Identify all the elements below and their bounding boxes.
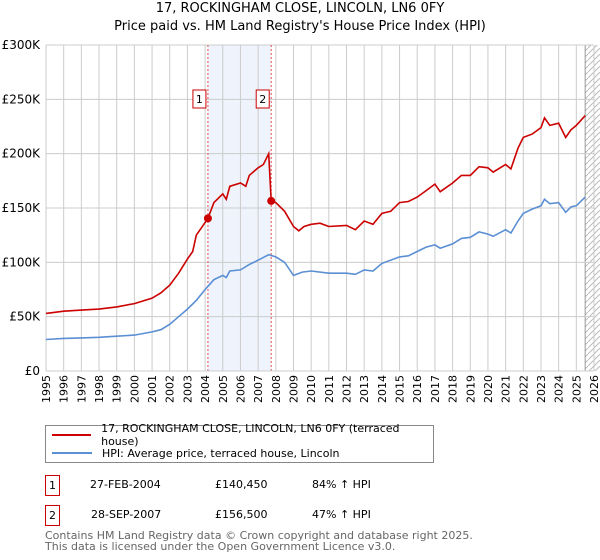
y-tick-label: £200K bbox=[2, 147, 42, 161]
x-tick-label: 2014 bbox=[376, 375, 389, 403]
property-price-line bbox=[45, 115, 586, 315]
x-tick-label: 1997 bbox=[75, 375, 88, 403]
x-tick-label: 2007 bbox=[252, 375, 265, 403]
x-tick-label: 2004 bbox=[199, 375, 212, 403]
transaction-hpi: 84% ↑ HPI bbox=[312, 478, 371, 491]
x-tick-label: 2005 bbox=[217, 375, 230, 403]
sale-point bbox=[267, 196, 276, 205]
x-tick-label: 1995 bbox=[40, 375, 53, 403]
y-tick-label: £150K bbox=[2, 201, 42, 215]
x-tick-label: 2012 bbox=[341, 375, 354, 403]
x-tick-label: 1999 bbox=[111, 375, 124, 403]
x-tick-label: 2008 bbox=[270, 375, 283, 403]
transaction-date: 28-SEP-2007 bbox=[91, 508, 162, 521]
legend-label: 17, ROCKINGHAM CLOSE, LINCOLN, LN6 0FY (… bbox=[101, 422, 400, 448]
hpi-line bbox=[45, 196, 586, 341]
marker-label: 2 bbox=[259, 93, 266, 106]
transaction-number: 1 bbox=[45, 475, 60, 496]
x-tick-label: 2024 bbox=[553, 375, 566, 403]
transaction-row: 2 28-SEP-2007 £156,500 47% ↑ HPI bbox=[45, 505, 465, 527]
transaction-hpi: 47% ↑ HPI bbox=[312, 508, 371, 521]
x-tick-label: 2022 bbox=[517, 375, 530, 403]
x-tick-label: 2021 bbox=[500, 375, 513, 403]
x-tick-label: 2002 bbox=[164, 375, 177, 403]
y-tick-label: £300K bbox=[2, 38, 42, 52]
x-tick-label: 2020 bbox=[482, 375, 495, 403]
x-tick-label: 2016 bbox=[411, 375, 424, 403]
sale-point bbox=[203, 214, 212, 223]
x-tick-label: 2001 bbox=[146, 375, 159, 403]
x-tick-label: 2023 bbox=[535, 375, 548, 403]
x-tick-label: 1998 bbox=[93, 375, 106, 403]
legend-item-property: 17, ROCKINGHAM CLOSE, LINCOLN, LN6 0FY (… bbox=[52, 422, 433, 448]
marker-label-box bbox=[192, 89, 207, 109]
legend: 17, ROCKINGHAM CLOSE, LINCOLN, LN6 0FY (… bbox=[45, 422, 434, 463]
x-tick-label: 2006 bbox=[234, 375, 247, 403]
y-tick-label: £100K bbox=[2, 255, 42, 269]
x-tick-label: 2013 bbox=[358, 375, 371, 403]
footer: Contains HM Land Registry data © Crown c… bbox=[45, 530, 473, 552]
transaction-row: 1 27-FEB-2004 £140,450 84% ↑ HPI bbox=[45, 475, 465, 497]
x-tick-label: 1996 bbox=[58, 375, 71, 403]
x-tick-label: 2015 bbox=[394, 375, 407, 403]
marker-label-box bbox=[255, 89, 270, 109]
x-tick-label: 2011 bbox=[323, 375, 336, 403]
plot-area: 1995 1996 1997 1998 1999 2000 2001 2002 2003 2004… bbox=[2, 38, 600, 403]
legend-item-hpi: HPI: Average price, terraced house, Linc… bbox=[52, 445, 339, 461]
legend-swatch-blue bbox=[52, 452, 92, 454]
legend-label: HPI: Average price, terraced house, Linc… bbox=[102, 446, 340, 460]
transaction-price: £140,450 bbox=[215, 478, 268, 491]
transaction-date: 27-FEB-2004 bbox=[90, 478, 161, 491]
marker-label: 1 bbox=[196, 93, 203, 106]
y-tick-label: £250K bbox=[2, 92, 42, 106]
x-tick-label: 2025 bbox=[570, 375, 583, 403]
x-tick-label: 2000 bbox=[128, 375, 141, 403]
x-tick-label: 2018 bbox=[447, 375, 460, 403]
x-tick-label: 2009 bbox=[287, 375, 300, 403]
transaction-price: £156,500 bbox=[215, 508, 268, 521]
x-tick-label: 2026 bbox=[588, 375, 600, 403]
chart-title: 17, ROCKINGHAM CLOSE, LINCOLN, LN6 0FY bbox=[155, 1, 445, 16]
y-tick-label: £50K bbox=[9, 310, 41, 324]
footer-line: This data is licensed under the Open Gov… bbox=[45, 540, 396, 553]
y-tick-label: £0 bbox=[25, 364, 40, 378]
footer-line: Contains HM Land Registry data © Crown c… bbox=[45, 529, 473, 542]
x-tick-label: 2019 bbox=[464, 375, 477, 403]
transaction-number: 2 bbox=[45, 505, 60, 526]
legend-swatch-red bbox=[52, 434, 92, 436]
chart-subtitle: Price paid vs. HM Land Registry's House … bbox=[114, 19, 486, 34]
x-tick-label: 2003 bbox=[181, 375, 194, 403]
x-tick-label: 2010 bbox=[305, 375, 318, 403]
x-tick-label: 2017 bbox=[429, 375, 442, 403]
